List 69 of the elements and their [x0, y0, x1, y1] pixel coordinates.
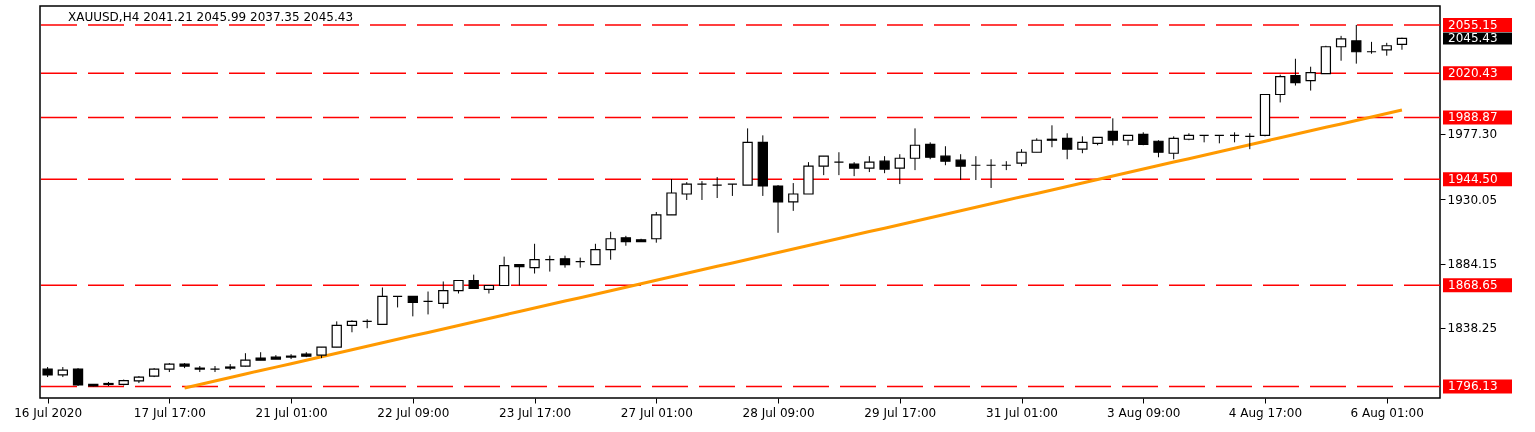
x-tick-label: 22 Jul 09:00: [377, 405, 450, 420]
candlestick: [346, 319, 358, 333]
y-tick-label: 1977.30: [1447, 127, 1498, 142]
x-tick-label: 21 Jul 01:00: [255, 405, 328, 420]
candlestick: [955, 153, 966, 181]
y-tick-label: 1930.05: [1447, 192, 1498, 207]
candlestick: [788, 182, 799, 212]
text: 2045.43: [1448, 31, 1498, 46]
x-tick-label: 6 Aug 01:00: [1350, 405, 1424, 420]
candlestick: [605, 231, 616, 261]
candlestick: [209, 365, 221, 373]
candlestick: [422, 291, 434, 315]
candlestick: [772, 184, 784, 234]
candlestick: [590, 243, 601, 266]
candlestick: [1305, 66, 1316, 92]
candlestick: [1244, 132, 1255, 150]
candlestick: [666, 178, 677, 216]
candlestick: [1229, 131, 1240, 143]
candlestick: [1335, 35, 1347, 62]
candlestick: [392, 295, 403, 308]
candlestick: [696, 180, 708, 201]
candlestick: [833, 151, 845, 176]
candlestick: [1351, 24, 1362, 65]
candlestick: [651, 211, 662, 244]
candlestick: [620, 235, 632, 247]
candlestick: [1275, 74, 1286, 103]
candlestick: [575, 257, 586, 269]
x-tick-label: 27 Jul 01:00: [620, 405, 693, 420]
candlestick: [1198, 134, 1210, 143]
candlestick: [818, 155, 829, 176]
candlestick: [1062, 132, 1073, 160]
candlestick: [985, 158, 997, 189]
y-tick-label: 1838.25: [1447, 321, 1498, 336]
ref-line-label: 1796.13: [1448, 379, 1498, 394]
candlestick: [498, 256, 510, 287]
candlestick: [407, 295, 418, 317]
x-tick-label: 3 Aug 09:00: [1107, 405, 1181, 420]
candlestick: [940, 145, 951, 166]
candlestick: [1168, 135, 1179, 160]
candlestick: [727, 183, 738, 197]
candlestick: [1290, 58, 1301, 87]
x-tick-label: 23 Jul 17:00: [499, 405, 572, 420]
candlestick: [909, 127, 921, 171]
x-tick-label: 4 Aug 17:00: [1228, 405, 1303, 420]
x-tick-label: 16 Jul 2020: [14, 405, 83, 420]
ref-line-label: 1868.65: [1448, 278, 1498, 293]
ref-line-label: 1944.50: [1448, 172, 1498, 187]
line-series: [183, 108, 1404, 390]
x-tick-label: 28 Jul 09:00: [742, 405, 815, 420]
candlestick: [438, 280, 449, 309]
candlestick: [1046, 124, 1058, 148]
ref-line-label: 1988.87: [1448, 110, 1498, 125]
candlestick: [331, 320, 342, 348]
x-tick-label: 31 Jul 01:00: [986, 405, 1059, 420]
candlestick: [894, 153, 905, 185]
candlestick: [514, 263, 525, 287]
candlestick: [529, 243, 540, 275]
candlestick: [970, 155, 982, 181]
x-tick-label: 17 Jul 17:00: [133, 405, 206, 420]
candlestick: [1366, 41, 1377, 55]
ref-line-label: 2055.15: [1448, 17, 1498, 32]
y-tick-label: 1884.15: [1447, 257, 1498, 272]
candlestick: [1107, 117, 1118, 146]
ref-line-label: 2020.43: [1448, 66, 1498, 81]
candlestick: [712, 176, 723, 199]
chart-title: XAUUSD,H4 2041.21 2045.99 2037.35 2045.43: [68, 10, 354, 24]
x-tick-label: 29 Jul 17:00: [864, 405, 937, 420]
candlestick: [848, 161, 860, 177]
candlestick: [544, 255, 555, 273]
